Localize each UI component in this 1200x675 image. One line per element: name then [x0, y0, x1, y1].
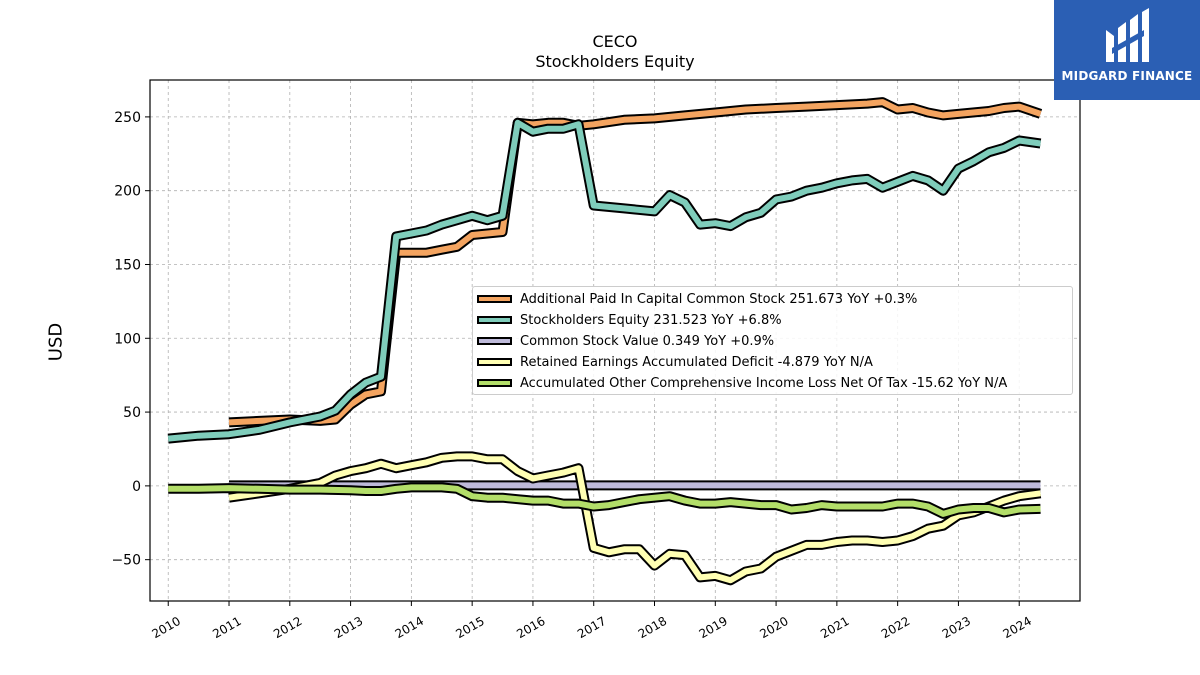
y-tick-label: 200	[114, 184, 141, 200]
x-tick-label: 2013	[332, 614, 365, 641]
legend-label: Common Stock Value 0.349 YoY +0.9%	[520, 333, 775, 349]
legend-item-common-stock-value: Common Stock Value 0.349 YoY +0.9%	[473, 331, 774, 351]
logo-mark-icon	[1106, 8, 1149, 62]
series-line-stockholders-equity	[167, 119, 1041, 442]
x-tick-label: 2011	[210, 614, 243, 641]
x-tick-label: 2019	[697, 614, 730, 641]
chart-subtitle: Stockholders Equity	[535, 52, 695, 71]
legend-swatch	[477, 379, 512, 387]
x-tick-label: 2023	[940, 614, 973, 641]
x-tick-label: 2020	[757, 614, 790, 641]
legend-swatch	[477, 337, 512, 345]
legend-item-stockholders-equity: Stockholders Equity 231.523 YoY +6.8%	[473, 310, 782, 330]
x-tick-label: 2017	[575, 614, 608, 641]
x-tick-label: 2015	[453, 614, 486, 641]
brand-logo: MIDGARD FINANCE	[1054, 0, 1200, 100]
x-tick-label: 2018	[636, 614, 669, 641]
series-layer	[167, 97, 1043, 586]
chart-title: CECO	[592, 32, 638, 51]
y-tick-label: 250	[114, 110, 141, 126]
legend-item-additional-paid-in-capital: Additional Paid In Capital Common Stock …	[473, 289, 917, 309]
legend-label: Accumulated Other Comprehensive Income L…	[520, 375, 1008, 391]
x-tick-label: 2024	[1000, 614, 1033, 641]
y-tick-label: 50	[123, 405, 141, 421]
legend-swatch	[477, 316, 512, 324]
legend-swatch	[477, 358, 512, 366]
logo-text: MIDGARD FINANCE	[1061, 69, 1193, 83]
legend-label: Stockholders Equity 231.523 YoY +6.8%	[520, 312, 782, 328]
x-tick-label: 2021	[818, 614, 851, 641]
legend-label: Additional Paid In Capital Common Stock …	[520, 291, 918, 307]
x-tick-label: 2014	[393, 614, 426, 641]
legend: Additional Paid In Capital Common Stock …	[472, 286, 1073, 395]
x-tick-label: 2016	[514, 614, 547, 641]
y-tick-label: 0	[132, 479, 141, 495]
legend-item-retained-earnings: Retained Earnings Accumulated Deficit -4…	[473, 352, 873, 372]
x-tick-label: 2010	[150, 614, 183, 641]
y-tick-label: 150	[114, 257, 141, 273]
y-tick-label: −50	[111, 553, 141, 569]
y-tick-label: 100	[114, 331, 141, 347]
x-tick-label: 2022	[879, 614, 912, 641]
x-tick-label: 2012	[271, 614, 304, 641]
legend-swatch	[477, 295, 512, 303]
plot-frame	[149, 79, 1081, 602]
y-axis-label: USD	[45, 322, 67, 362]
legend-label: Retained Earnings Accumulated Deficit -4…	[520, 354, 873, 370]
legend-item-aoci: Accumulated Other Comprehensive Income L…	[473, 373, 1007, 393]
series-line-retained-earnings-accumulated-deficit	[228, 453, 1041, 584]
series-line-accumulated-other-comprehensive-income-loss-net-of-tax	[168, 484, 1041, 517]
